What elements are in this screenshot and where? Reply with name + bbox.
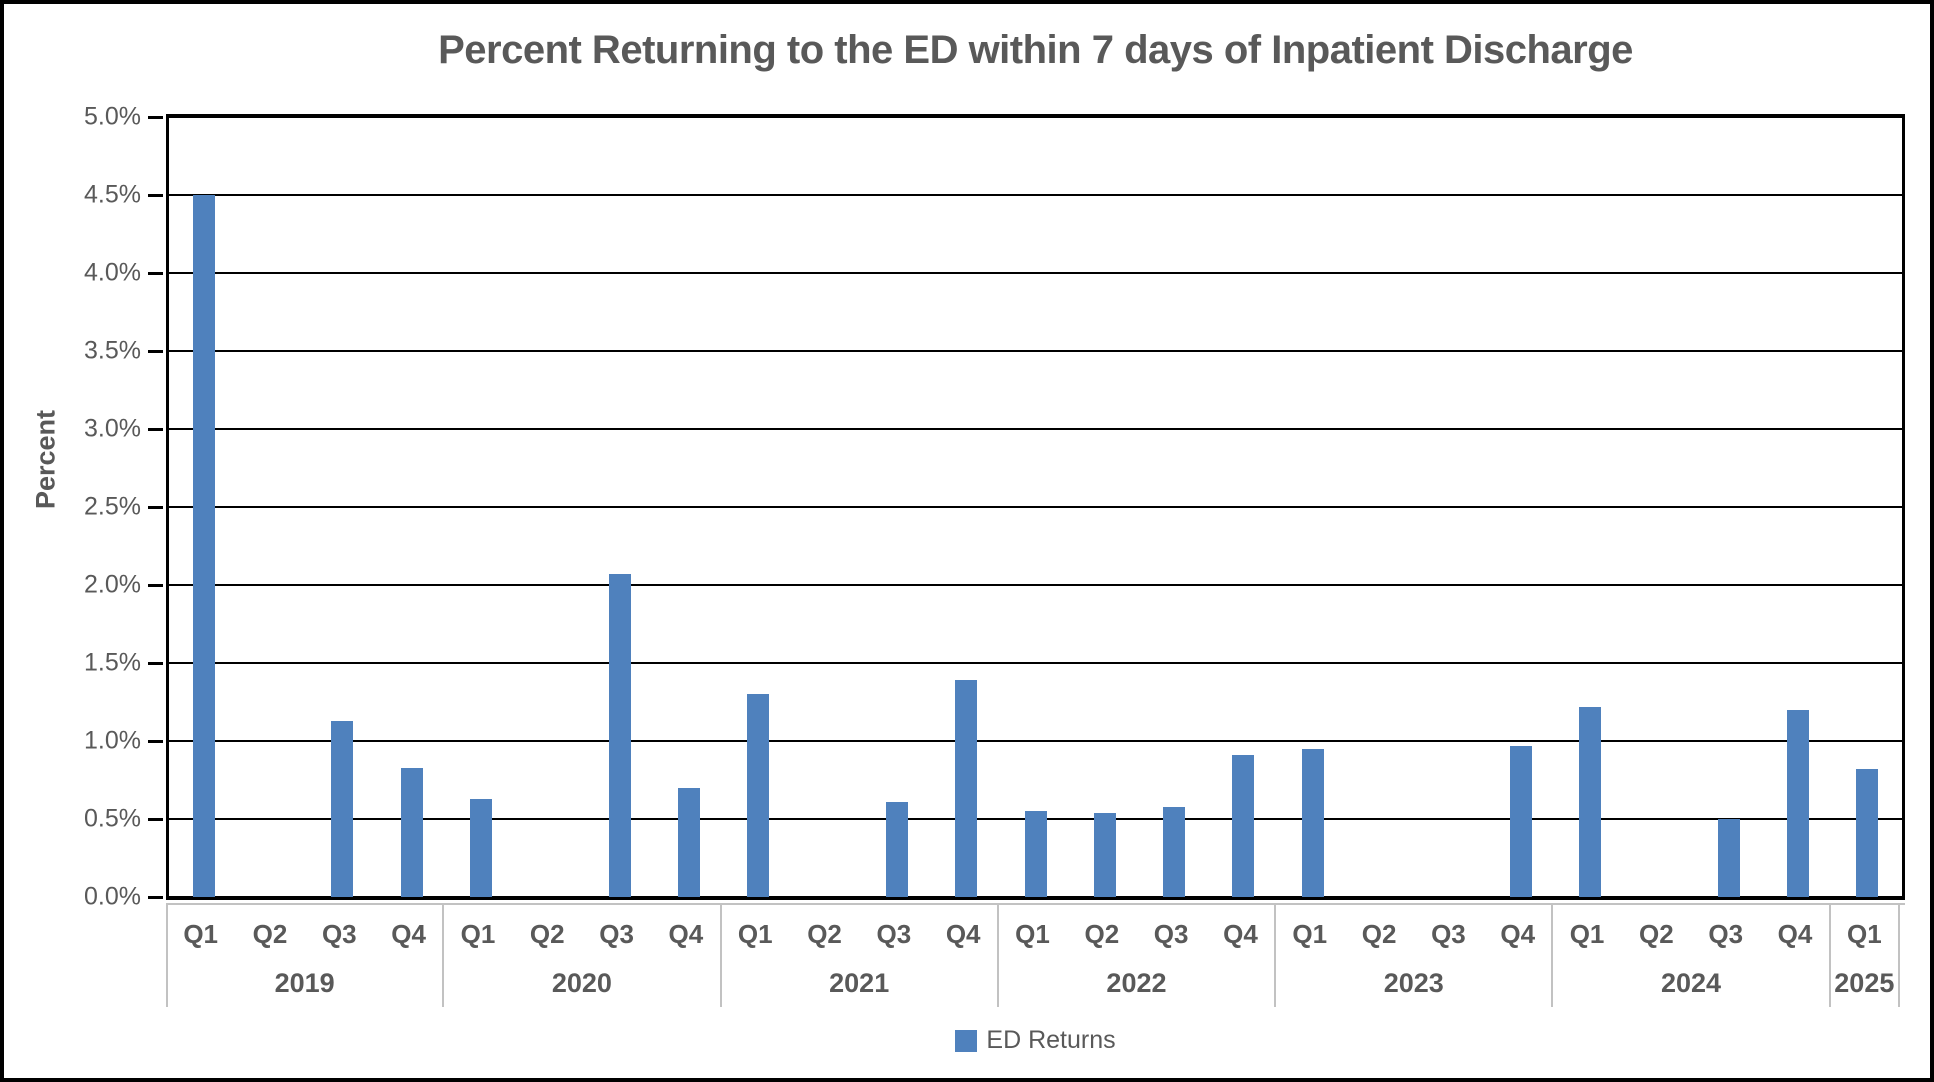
y-axis-tick xyxy=(148,427,163,431)
y-axis-tick xyxy=(148,583,163,587)
x-axis-quarter-label: Q2 xyxy=(529,919,565,949)
year-separator xyxy=(166,905,168,1007)
year-separator xyxy=(1551,905,1554,1007)
y-axis-tick-label: 2.5% xyxy=(84,492,141,521)
gridline xyxy=(169,272,1902,274)
gridline xyxy=(169,194,1902,196)
bar-2023-Q1 xyxy=(1301,748,1324,897)
x-axis-year-label: 2021 xyxy=(829,968,890,998)
gridline xyxy=(169,584,1902,586)
x-axis-year-label: 2024 xyxy=(1660,968,1722,998)
y-axis-tick-label: 2.0% xyxy=(84,570,141,599)
x-axis-quarter-label: Q1 xyxy=(1846,919,1882,949)
y-axis-tick xyxy=(148,349,163,353)
x-axis-quarter-label: Q1 xyxy=(1015,919,1050,949)
y-axis-tick xyxy=(148,193,163,197)
x-axis-band: Q1 Q2 Q3 Q4 2019 Q1 Q2 Q3 Q4 2020 Q1 Q2 Q3 Q4 2021 Q1 Q2… xyxy=(166,903,1905,1007)
x-axis-quarter-label: Q4 xyxy=(668,919,704,949)
bar-2020-Q3 xyxy=(608,574,631,897)
chart-title: Percent Returning to the ED within 7 day… xyxy=(438,28,1633,72)
bar-2021-Q4 xyxy=(955,680,978,897)
y-axis-tick-label: 0.0% xyxy=(84,882,141,911)
y-axis-tick-label: 3.0% xyxy=(84,414,141,443)
y-axis-tick-label: 4.0% xyxy=(84,258,141,287)
bar-2020-Q4 xyxy=(677,787,700,897)
y-axis-tick xyxy=(148,739,163,743)
bar-2020-Q1 xyxy=(469,798,492,897)
y-axis-tick-label: 1.0% xyxy=(84,726,141,755)
legend: ED Returns xyxy=(166,1026,1905,1055)
x-axis-year-label: 2022 xyxy=(1106,968,1167,998)
x-axis-quarter-label: Q2 xyxy=(1361,919,1397,949)
x-axis-quarter-label: Q2 xyxy=(807,919,842,949)
plot-area: 5.0% 4.5% 4.0% 3.5% 3.0% 2.5% 2.0% 1.5% 1.0% 0.5%… xyxy=(84,103,1905,911)
x-axis-year-label: 2025 xyxy=(1834,968,1895,998)
x-axis-quarter-label: Q1 xyxy=(1292,919,1328,949)
gridline xyxy=(169,506,1902,508)
bar-2024-Q4 xyxy=(1787,709,1810,897)
y-axis-tick xyxy=(148,271,163,275)
bar-2025-Q1 xyxy=(1856,769,1879,897)
bar-2019-Q3 xyxy=(331,720,354,897)
x-axis-quarter-label: Q4 xyxy=(1500,919,1536,949)
bar-2022-Q1 xyxy=(1024,811,1047,897)
x-axis-quarter-label: Q4 xyxy=(391,919,426,949)
legend-label: ED Returns xyxy=(986,1026,1116,1054)
bar-2022-Q2 xyxy=(1093,812,1116,897)
year-separator xyxy=(996,905,999,1007)
bar-2022-Q4 xyxy=(1232,755,1255,897)
x-axis-year-label: 2019 xyxy=(274,968,335,998)
x-axis-quarter-label: Q4 xyxy=(1223,919,1258,949)
y-axis-tick xyxy=(148,817,163,821)
year-separator xyxy=(442,905,445,1007)
year-separator xyxy=(719,905,722,1007)
y-axis-tick-label: 5.0% xyxy=(84,102,141,131)
y-axis-tick xyxy=(148,661,163,665)
x-axis-quarter-label: Q1 xyxy=(737,919,773,949)
x-axis-quarter-label: Q3 xyxy=(1708,919,1744,949)
bar-2019-Q4 xyxy=(400,767,423,897)
x-axis-quarter-label: Q3 xyxy=(876,919,912,949)
legend-swatch-icon xyxy=(955,1029,978,1052)
y-axis-tick-label: 1.5% xyxy=(84,648,141,677)
gridline xyxy=(169,896,1902,898)
x-axis-quarter-label: Q1 xyxy=(183,919,218,949)
bar-2022-Q3 xyxy=(1163,806,1186,897)
gridline xyxy=(169,116,1902,118)
x-axis-quarter-label: Q3 xyxy=(1431,919,1466,949)
bar-2023-Q4 xyxy=(1509,745,1532,897)
y-axis-tick xyxy=(148,505,163,509)
bar-2024-Q3 xyxy=(1717,819,1740,897)
x-axis-quarter-label: Q2 xyxy=(1084,919,1120,949)
x-axis-quarter-label: Q3 xyxy=(321,919,357,949)
y-axis-tick xyxy=(148,115,163,119)
year-separator xyxy=(1274,905,1277,1007)
bar-2019-Q1 xyxy=(192,195,215,897)
y-axis-tick-label: 4.5% xyxy=(84,180,141,209)
y-axis-tick-label: 3.5% xyxy=(84,336,141,365)
x-axis-quarter-label: Q1 xyxy=(1569,919,1605,949)
y-axis-tick xyxy=(148,895,163,899)
gridline xyxy=(169,740,1902,742)
x-axis-quarter-label: Q2 xyxy=(252,919,288,949)
gridline xyxy=(169,428,1902,430)
bar-2021-Q3 xyxy=(885,801,908,897)
x-axis-quarter-label: Q4 xyxy=(945,919,981,949)
x-axis-year-label: 2020 xyxy=(551,968,612,998)
gridline xyxy=(169,350,1902,352)
x-axis-quarter-label: Q4 xyxy=(1777,919,1813,949)
x-axis-quarter-label: Q3 xyxy=(1153,919,1189,949)
gridline xyxy=(169,662,1902,664)
year-separator xyxy=(1828,905,1831,1007)
y-axis-tick-label: 0.5% xyxy=(84,804,141,833)
bar-2021-Q1 xyxy=(747,694,770,897)
year-separator xyxy=(1898,905,1900,1007)
x-axis-year-label: 2023 xyxy=(1383,968,1444,998)
x-axis-quarter-label: Q1 xyxy=(460,919,496,949)
bar-2024-Q1 xyxy=(1579,706,1602,897)
x-axis-quarter-label: Q2 xyxy=(1639,919,1674,949)
x-axis-quarter-label: Q3 xyxy=(599,919,634,949)
